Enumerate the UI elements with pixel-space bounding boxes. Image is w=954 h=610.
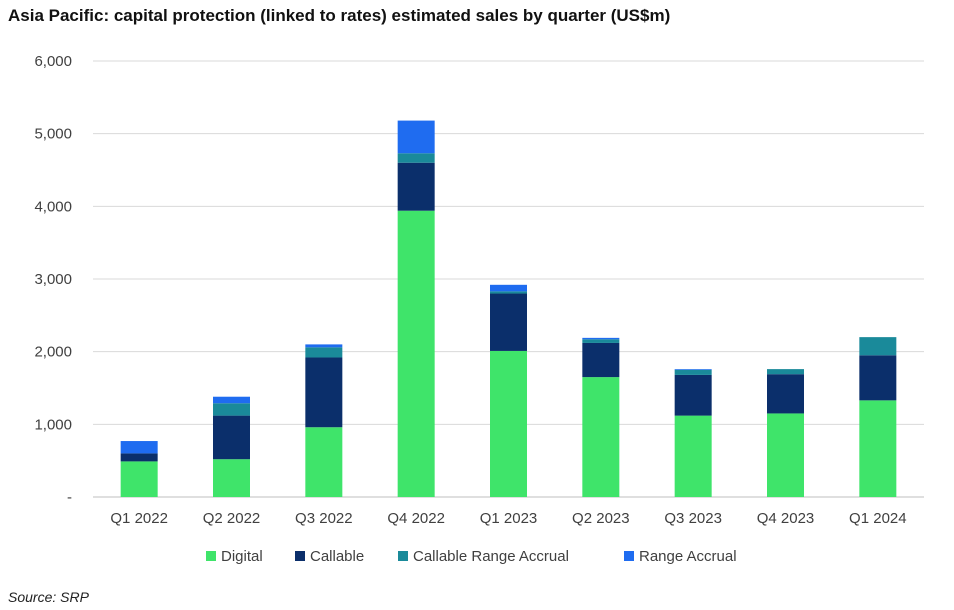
bar-segment-callable-range-accrual — [767, 369, 804, 375]
legend: Digital Callable Callable Range Accrual Ran… — [206, 548, 737, 565]
bar-segment-callable-range-accrual — [859, 337, 897, 356]
bar-segment-callable-range-accrual — [213, 403, 250, 416]
y-tick-label: 2,000 — [34, 344, 72, 361]
x-tick-label: Q1 2023 — [480, 510, 538, 527]
bar-segment-callable-range-accrual — [397, 153, 435, 163]
x-tick-label: Q4 2022 — [387, 510, 445, 527]
bar-segment-callable — [582, 342, 620, 378]
x-tick-label: Q2 2022 — [203, 510, 261, 527]
bar-segment-callable — [397, 162, 435, 211]
bar-segment-digital — [397, 210, 435, 497]
x-tick-label: Q1 2024 — [849, 510, 907, 527]
legend-label: Callable — [310, 548, 364, 565]
bar-segment-digital — [305, 427, 343, 497]
bar-segment-range-accrual — [213, 396, 250, 404]
bar-segment-range-accrual — [490, 284, 527, 292]
bar-segment-callable — [859, 355, 897, 401]
bar-segment-callable — [305, 357, 343, 428]
x-axis-tick-labels: Q1 2022 Q2 2022 Q3 2022 Q4 2022 Q1 2023 Q2 20… — [110, 510, 906, 527]
x-tick-label: Q4 2023 — [757, 510, 815, 527]
legend-swatch — [624, 551, 634, 561]
bar-segment-callable — [490, 293, 527, 351]
bar-stacks — [120, 120, 897, 497]
x-tick-label: Q1 2022 — [110, 510, 168, 527]
bar-segment-digital — [490, 350, 527, 497]
bar-segment-digital — [674, 415, 712, 497]
legend-label: Callable Range Accrual — [413, 548, 569, 565]
y-tick-label: 6,000 — [34, 53, 72, 70]
bar-segment-range-accrual — [120, 441, 158, 454]
bar-segment-callable-range-accrual — [674, 369, 712, 375]
y-tick-label: 3,000 — [34, 271, 72, 288]
bar-segment-callable — [674, 374, 712, 416]
x-tick-label: Q3 2022 — [295, 510, 353, 527]
x-tick-label: Q3 2023 — [664, 510, 722, 527]
bar-segment-callable — [120, 453, 158, 462]
legend-swatch — [295, 551, 305, 561]
bar-segment-digital — [120, 461, 158, 497]
bar-segment-digital — [767, 413, 804, 497]
y-axis-tick-labels: - 1,000 2,000 3,000 4,000 5,000 6,000 — [34, 53, 72, 506]
legend-label: Digital — [221, 548, 263, 565]
bar-segment-range-accrual — [582, 337, 620, 340]
bar-segment-digital — [859, 400, 897, 497]
chart-title: Asia Pacific: capital protection (linked… — [8, 6, 671, 25]
x-tick-label: Q2 2023 — [572, 510, 630, 527]
legend-swatch — [398, 551, 408, 561]
bar-segment-callable-range-accrual — [582, 339, 620, 343]
source-note: Source: SRP — [8, 589, 89, 605]
bar-segment-callable-range-accrual — [305, 347, 343, 358]
bar-segment-range-accrual — [674, 369, 712, 370]
bar-segment-callable-range-accrual — [490, 291, 527, 294]
bar-segment-callable — [767, 374, 804, 414]
y-tick-label: 5,000 — [34, 126, 72, 143]
y-tick-label: - — [67, 489, 72, 506]
y-tick-label: 4,000 — [34, 198, 72, 215]
y-tick-label: 1,000 — [34, 416, 72, 433]
bar-segment-digital — [582, 377, 620, 497]
bar-segment-digital — [213, 459, 250, 497]
legend-label: Range Accrual — [639, 548, 737, 565]
bar-segment-callable — [213, 415, 250, 460]
legend-swatch — [206, 551, 216, 561]
bar-segment-range-accrual — [397, 120, 435, 154]
bar-segment-range-accrual — [305, 344, 343, 348]
